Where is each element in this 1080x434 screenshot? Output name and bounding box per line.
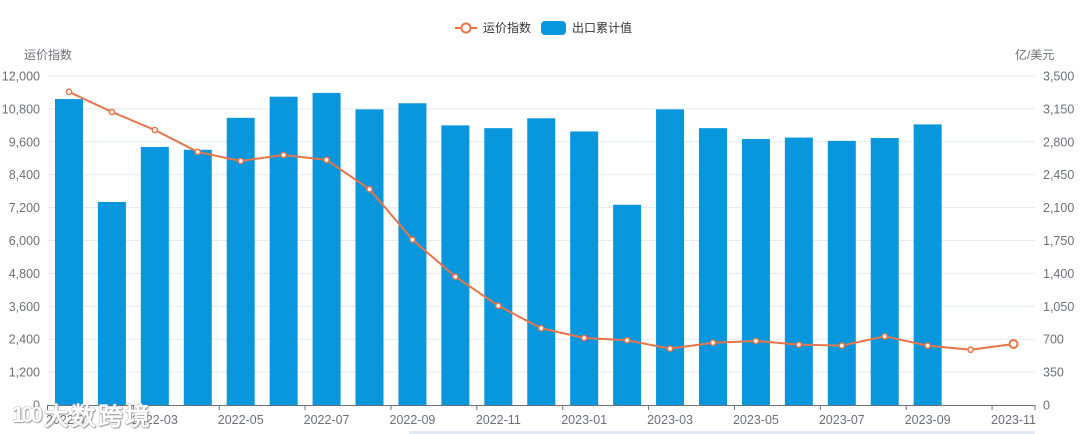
left-axis-tick-label: 4,800 — [9, 267, 40, 281]
right-axis-tick-label: 3,150 — [1043, 102, 1074, 116]
bar[interactable] — [140, 146, 169, 405]
line-point-marker[interactable] — [795, 341, 803, 349]
line-point-marker[interactable] — [666, 345, 674, 353]
legend-item-freight-index[interactable]: 运价指数 — [455, 19, 531, 37]
bar[interactable] — [570, 131, 599, 405]
bar[interactable] — [398, 103, 427, 405]
x-axis-tick-label: 2023-05 — [733, 413, 779, 427]
bar[interactable] — [226, 117, 255, 405]
left-axis-tick-label: 7,200 — [9, 201, 40, 215]
right-axis-name: 亿/美元 — [1015, 48, 1055, 62]
right-axis-tick-label: 2,450 — [1043, 168, 1074, 182]
bar[interactable] — [484, 128, 513, 406]
legend-label-freight-index: 运价指数 — [483, 21, 532, 35]
bar[interactable] — [312, 92, 341, 406]
right-axis-tick-label: 1,750 — [1043, 234, 1074, 248]
x-axis-tick-label: 2023-09 — [905, 413, 951, 427]
right-axis-tick-label: 2,800 — [1043, 135, 1074, 149]
line-circle-icon — [455, 22, 477, 34]
right-axis-tick-label: 1,400 — [1043, 267, 1074, 281]
right-axis-tick-label: 3,500 — [1043, 70, 1074, 84]
line-point-marker[interactable] — [494, 302, 502, 310]
x-axis-tick-label: 2022-03 — [132, 413, 178, 427]
line-point-marker[interactable] — [452, 273, 459, 281]
line-point-marker[interactable] — [366, 185, 373, 193]
legend-item-export-total[interactable]: 出口累计值 — [541, 19, 632, 37]
x-axis-tick-label: 2022-11 — [476, 413, 521, 427]
bar[interactable] — [54, 99, 83, 405]
left-axis-tick-label: 8,400 — [9, 168, 40, 182]
bar[interactable] — [698, 128, 727, 406]
right-axis-tick-label: 0 — [1043, 399, 1050, 413]
x-axis-tick-label: 2022-09 — [390, 413, 436, 427]
bar[interactable] — [613, 204, 642, 405]
line-point-marker[interactable] — [323, 156, 330, 164]
data-zoom-slider[interactable] — [409, 431, 1035, 434]
left-axis-tick-label: 9,600 — [9, 135, 40, 149]
line-point-marker[interactable] — [1008, 338, 1019, 349]
x-axis-tick-label: 2023-07 — [819, 413, 865, 427]
x-axis-tick-label: 2023-03 — [647, 413, 693, 427]
bar[interactable] — [913, 124, 942, 405]
x-axis-tick-label: 2022-05 — [218, 413, 264, 427]
left-axis-name: 运价指数 — [24, 48, 73, 62]
bar[interactable] — [269, 96, 298, 406]
right-axis-tick-label: 700 — [1043, 333, 1064, 347]
bar-series — [54, 92, 942, 406]
legend-label-export-total: 出口累计值 — [572, 21, 633, 35]
bar[interactable] — [741, 138, 770, 406]
bar[interactable] — [656, 109, 685, 406]
left-axis-tick-label: 0 — [33, 399, 40, 413]
x-axis-tick-label: 2022-01 — [46, 413, 92, 427]
right-axis-tick-label: 350 — [1043, 366, 1064, 380]
line-point-marker[interactable] — [237, 157, 245, 165]
line-point-marker[interactable] — [709, 339, 717, 347]
left-axis-tick-label: 12,000 — [2, 70, 40, 84]
line-point-marker[interactable] — [280, 151, 287, 159]
left-axis-tick-label: 1,200 — [9, 366, 40, 380]
bar-rect-icon — [541, 21, 566, 35]
x-axis-tick-label: 2022-07 — [304, 413, 350, 427]
line-point-marker[interactable] — [580, 334, 588, 342]
line-point-marker[interactable] — [151, 126, 159, 134]
bar[interactable] — [827, 140, 856, 406]
bar[interactable] — [97, 201, 126, 405]
line-point-marker[interactable] — [924, 342, 932, 349]
line-point-marker[interactable] — [623, 336, 631, 344]
line-point-marker[interactable] — [881, 332, 889, 340]
line-point-marker[interactable] — [537, 324, 545, 332]
line-point-marker[interactable] — [409, 236, 416, 244]
left-axis-tick-label: 3,600 — [9, 300, 40, 314]
left-axis-tick-label: 2,400 — [9, 333, 40, 347]
bar[interactable] — [527, 118, 556, 406]
line-point-marker[interactable] — [752, 337, 760, 345]
left-axis-tick-label: 10,800 — [2, 102, 40, 116]
line-point-marker[interactable] — [194, 148, 202, 156]
line-point-marker[interactable] — [108, 108, 116, 116]
bar[interactable] — [784, 137, 813, 405]
line-point-marker[interactable] — [967, 346, 974, 354]
line-point-marker[interactable] — [838, 342, 846, 349]
bar[interactable] — [441, 125, 470, 405]
right-axis-tick-label: 1,050 — [1043, 300, 1074, 314]
bar[interactable] — [870, 138, 899, 406]
right-axis-tick-label: 2,100 — [1043, 201, 1074, 215]
left-axis-tick-label: 6,000 — [9, 234, 40, 248]
x-axis-tick-label: 2023-01 — [561, 413, 607, 427]
line-markers — [65, 88, 1019, 354]
line-point-marker[interactable] — [65, 88, 73, 96]
x-axis-tick-label: 2023-11 — [991, 413, 1036, 427]
bar[interactable] — [355, 109, 384, 406]
bar[interactable] — [183, 149, 212, 405]
